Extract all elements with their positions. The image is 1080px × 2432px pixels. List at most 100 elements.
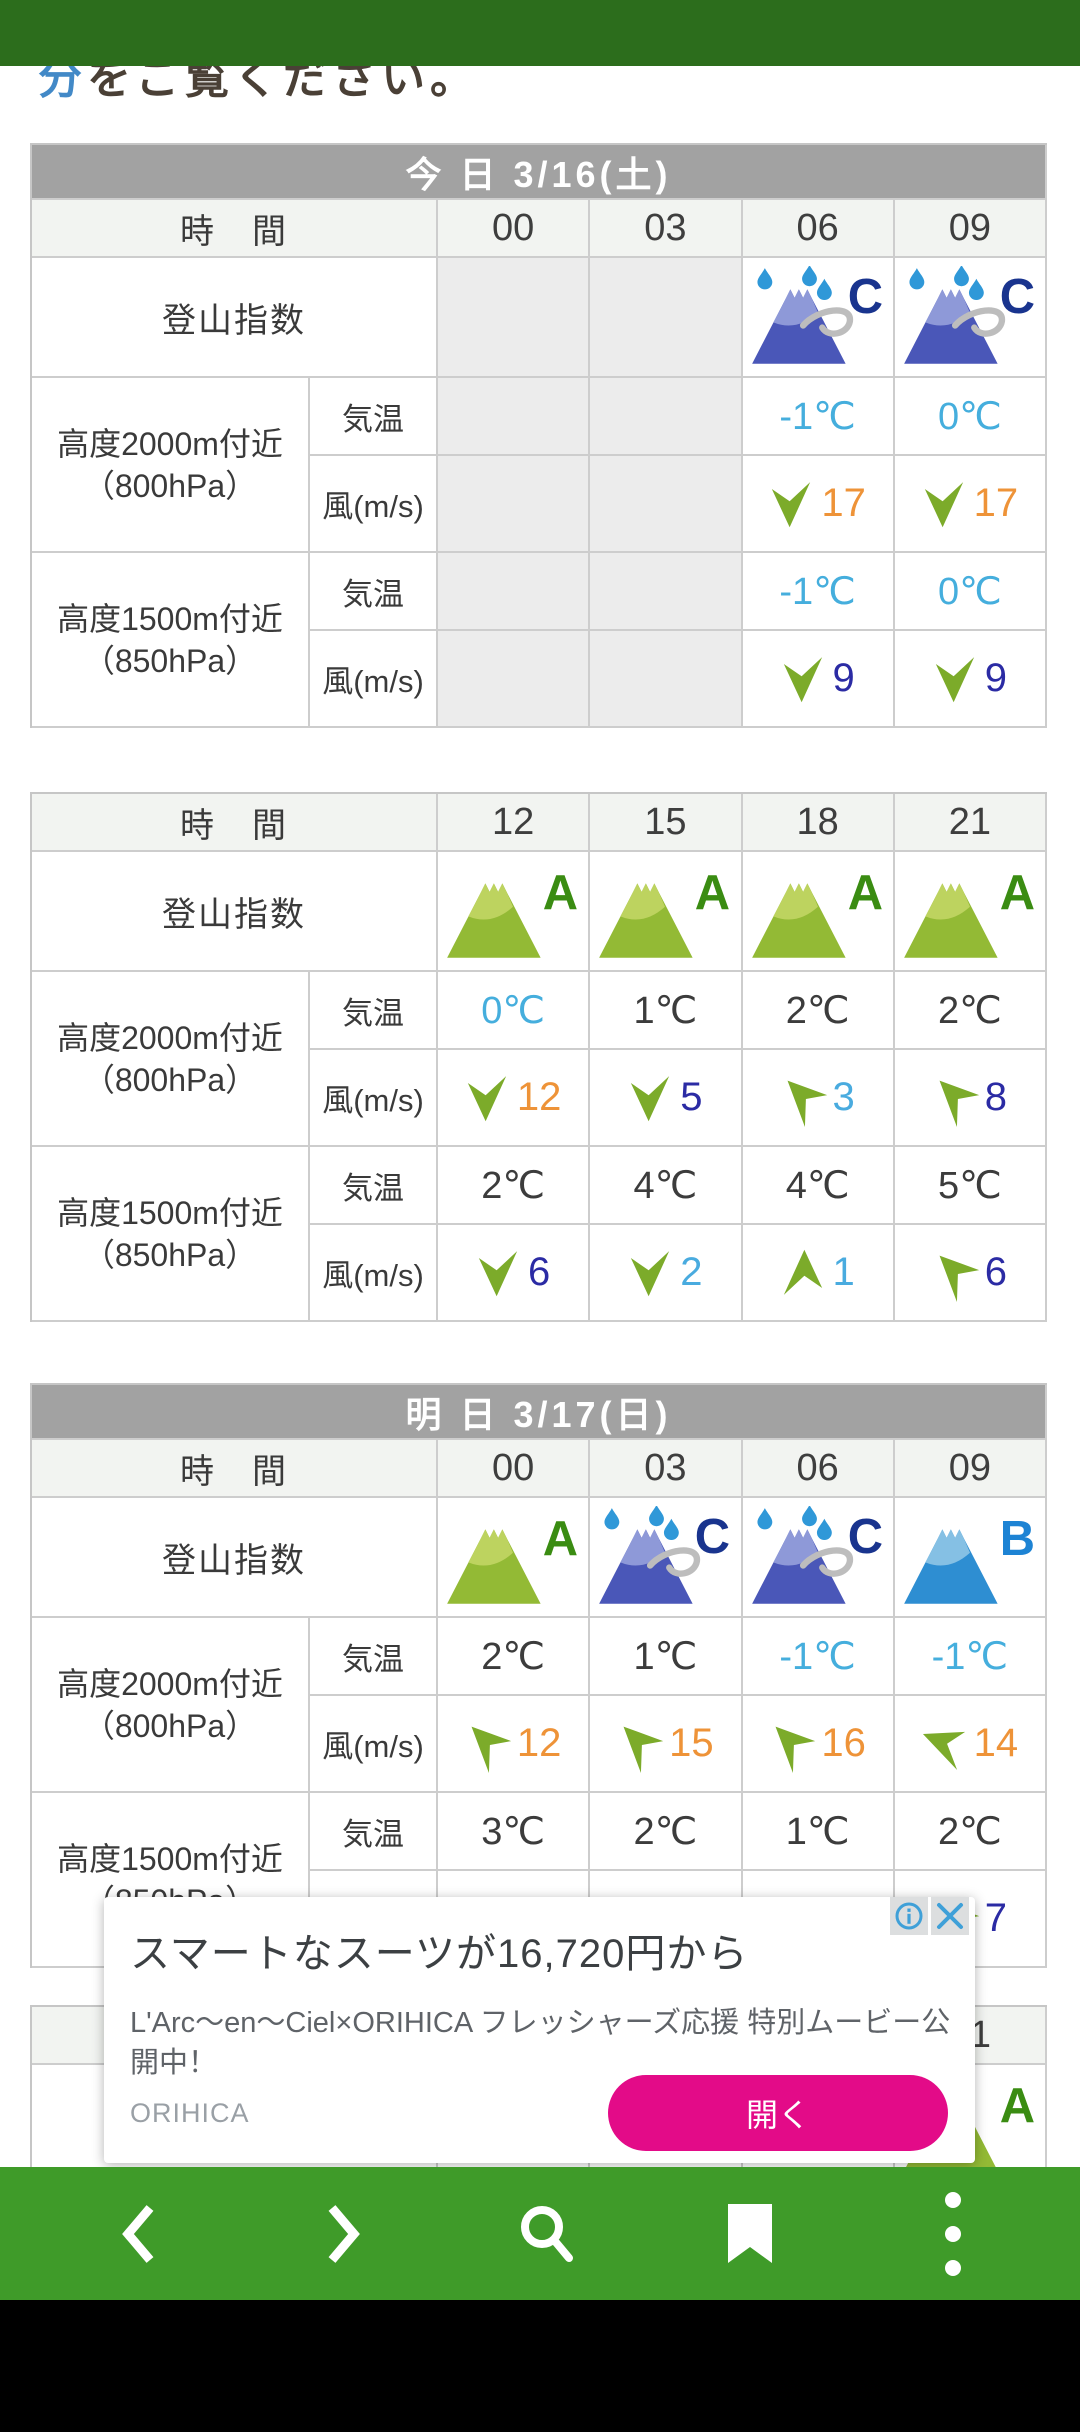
- temp-cell: [590, 378, 743, 456]
- day-header: 今 日 3/16(土): [32, 145, 1047, 200]
- time-cell: 03: [590, 200, 743, 258]
- wind-direction-arrow-icon: [631, 1075, 670, 1121]
- wind-cell: 3: [742, 1050, 895, 1147]
- temp-cell: 3℃: [438, 1793, 591, 1871]
- temp-cell: 1℃: [742, 1793, 895, 1871]
- temp-cell: 0℃: [438, 972, 591, 1050]
- climbing-index-b-icon: B: [904, 1512, 1035, 1604]
- wind-speed-value: 17: [821, 481, 866, 525]
- temp-row-label: 気温: [310, 1618, 438, 1696]
- temp-cell: -1℃: [894, 1618, 1047, 1696]
- climbing-index-a-icon: A: [447, 1512, 578, 1604]
- wind-cell: [590, 631, 743, 728]
- wind-speed-value: 17: [973, 481, 1019, 525]
- wind-direction-arrow-icon: [939, 1255, 979, 1302]
- wind-speed-value: 9: [832, 656, 855, 700]
- ad-advertiser: ORIHICA: [130, 2097, 250, 2128]
- climbing-index-cell: A: [742, 852, 895, 972]
- wind-speed-value: 6: [528, 1250, 551, 1294]
- temp-cell: 4℃: [590, 1147, 743, 1225]
- time-cell: 00: [438, 1440, 591, 1498]
- altitude-line2: （800hPa）: [82, 1707, 258, 1744]
- wind-speed-value: 15: [669, 1721, 714, 1765]
- temp-row-label: 気温: [310, 553, 438, 631]
- temp-cell: 0℃: [894, 378, 1047, 456]
- wind-speed-value: 2: [680, 1250, 703, 1294]
- time-cell: 00: [438, 200, 591, 258]
- temp-cell: 2℃: [438, 1147, 591, 1225]
- temp-cell: 2℃: [894, 972, 1047, 1050]
- back-button[interactable]: [84, 2179, 194, 2289]
- climbing-index-cell: C: [742, 1498, 895, 1618]
- wind-cell: 5: [590, 1050, 743, 1147]
- menu-button[interactable]: [898, 2179, 1008, 2289]
- ad-title: スマートなスーツが16,720円から: [130, 1932, 749, 1976]
- wind-cell: 8: [894, 1050, 1047, 1147]
- time-cell: 15: [590, 794, 743, 852]
- climbing-index-cell: A: [590, 852, 743, 972]
- climbing-index-c-icon: C: [904, 266, 1035, 364]
- ad-info-button[interactable]: [890, 1897, 928, 1935]
- system-gesture-area: [0, 2300, 1080, 2432]
- wind-speed-value: 7: [984, 1896, 1007, 1940]
- altitude-line1: 高度2000m付近: [57, 1019, 283, 1056]
- altitude-line1: 高度2000m付近: [57, 1665, 283, 1702]
- ad-close-button[interactable]: [931, 1897, 969, 1935]
- wind-direction-arrow-icon: [772, 481, 811, 527]
- search-button[interactable]: [491, 2179, 601, 2289]
- browser-top-bar: [0, 0, 1080, 66]
- wind-cell: 9: [742, 631, 895, 728]
- wind-row-label: 風(m/s): [310, 1696, 438, 1793]
- climbing-index-cell: B: [894, 1498, 1047, 1618]
- wind-direction-arrow-icon: [924, 481, 963, 527]
- temp-cell: 2℃: [894, 1793, 1047, 1871]
- wind-cell: 2: [590, 1225, 743, 1322]
- temp-cell: 1℃: [590, 972, 743, 1050]
- climbing-index-cell: C: [590, 1498, 743, 1618]
- forward-button[interactable]: [288, 2179, 398, 2289]
- wind-direction-arrow-icon: [783, 1249, 822, 1295]
- temp-cell: -1℃: [742, 553, 895, 631]
- temp-cell: [438, 553, 591, 631]
- ad-banner[interactable]: スマートなスーツが16,720円から L'Arc～en～Ciel×ORIHICA…: [104, 1897, 975, 2163]
- climbing-index-cell: A: [438, 852, 591, 972]
- wind-speed-value: 9: [984, 656, 1007, 700]
- wind-speed-value: 12: [516, 1721, 562, 1765]
- wind-direction-arrow-icon: [775, 1726, 816, 1773]
- temp-cell: 1℃: [590, 1618, 743, 1696]
- climbing-index-a-icon: A: [904, 866, 1035, 958]
- wind-direction-arrow-icon: [787, 1080, 827, 1127]
- svg-text:A: A: [847, 866, 882, 920]
- temp-cell: 2℃: [742, 972, 895, 1050]
- climbing-index-label: 登山指数: [32, 258, 438, 378]
- wind-speed-value: 14: [973, 1721, 1019, 1765]
- climbing-index-label: 登山指数: [32, 852, 438, 972]
- temp-cell: 2℃: [590, 1793, 743, 1871]
- wind-cell: 6: [438, 1225, 591, 1322]
- bookmarks-button[interactable]: [695, 2179, 805, 2289]
- time-cell: 06: [742, 200, 895, 258]
- temp-cell: [438, 378, 591, 456]
- wind-cell: 6: [894, 1225, 1047, 1322]
- wind-cell: 1: [742, 1225, 895, 1322]
- forecast-table-3: 明 日 3/17(日) 時 間 00 03 06 09 登山指数 A C C B 高度200…: [30, 1383, 1047, 1968]
- climbing-index-cell: A: [438, 1498, 591, 1618]
- wind-cell: 17: [742, 456, 895, 553]
- climbing-index-cell: C: [894, 258, 1047, 378]
- altitude-line1: 高度2000m付近: [57, 425, 283, 462]
- wind-direction-arrow-icon: [631, 1250, 670, 1296]
- back-chevron-icon: [122, 2204, 154, 2263]
- adchoices-info-icon: [895, 1902, 923, 1930]
- wind-row-label: 風(m/s): [310, 1050, 438, 1147]
- altitude-line1: 高度1500m付近: [57, 1840, 283, 1877]
- wind-direction-arrow-icon: [783, 656, 822, 702]
- climbing-index-cell: C: [742, 258, 895, 378]
- ad-open-button[interactable]: 開く: [608, 2075, 948, 2151]
- time-cell: 09: [894, 200, 1047, 258]
- wind-row-label: 風(m/s): [310, 631, 438, 728]
- altitude-line2: （850hPa）: [82, 642, 258, 679]
- temp-row-label: 気温: [310, 1147, 438, 1225]
- temp-cell: 4℃: [742, 1147, 895, 1225]
- wind-cell: 12: [438, 1696, 591, 1793]
- wind-cell: 14: [894, 1696, 1047, 1793]
